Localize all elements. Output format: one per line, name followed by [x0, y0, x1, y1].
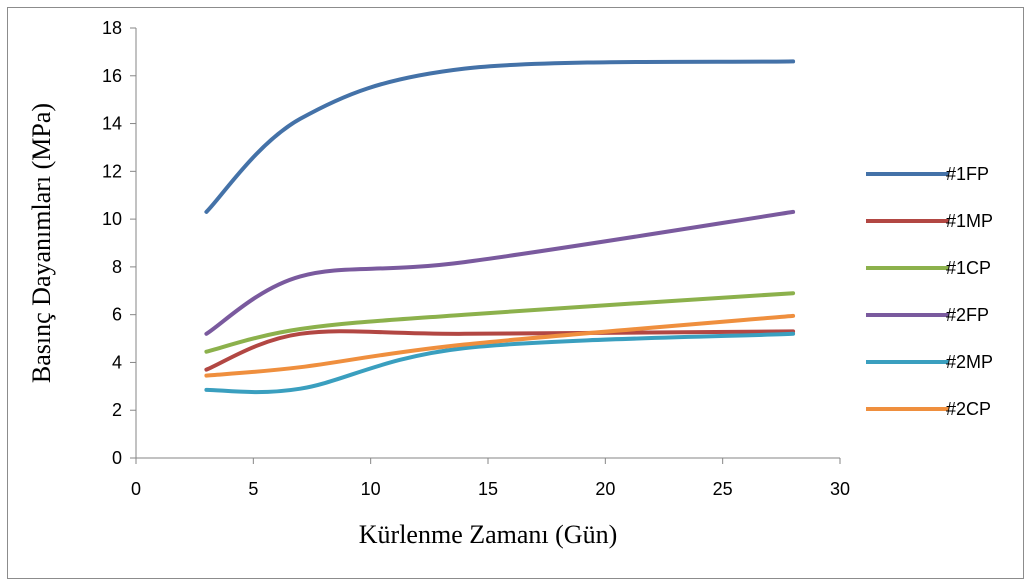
- series-lines: [204, 59, 796, 395]
- legend: #1FP #1MP #1CP #2FP #2MP #2CP: [866, 164, 993, 419]
- x-tick-label: 20: [595, 479, 615, 499]
- x-tick-label: 5: [248, 479, 258, 499]
- series-line-1cp: [204, 291, 796, 354]
- y-tick-label: 10: [102, 209, 122, 229]
- y-tick-label: 0: [112, 448, 122, 468]
- axes: 0 2 4 6 8 10 12 14 16 18 0 5 10 15 20 25 30: [102, 18, 850, 499]
- x-tick-label: 30: [830, 479, 850, 499]
- legend-label-2fp: #2FP: [946, 305, 989, 325]
- x-tick-label: 10: [361, 479, 381, 499]
- x-tick-label: 25: [713, 479, 733, 499]
- y-tick-label: 6: [112, 305, 122, 325]
- legend-label-2cp: #2CP: [946, 399, 991, 419]
- legend-label-1fp: #1FP: [946, 164, 989, 184]
- x-axis-title: Kürlenme Zamanı (Gün): [359, 520, 617, 549]
- y-axis-title: Basınç Dayanımları (MPa): [27, 103, 56, 383]
- y-tick-label: 8: [112, 257, 122, 277]
- x-tick-label: 15: [478, 479, 498, 499]
- series-line-1fp: [204, 59, 796, 214]
- x-tick-label: 0: [131, 479, 141, 499]
- series-line-2mp: [204, 331, 796, 395]
- y-tick-label: 2: [112, 400, 122, 420]
- series-line-2cp: [204, 313, 796, 378]
- legend-label-1mp: #1MP: [946, 211, 993, 231]
- y-tick-label: 4: [112, 352, 122, 372]
- y-tick-label: 12: [102, 161, 122, 181]
- legend-label-1cp: #1CP: [946, 258, 991, 278]
- legend-label-2mp: #2MP: [946, 352, 993, 372]
- y-tick-label: 16: [102, 66, 122, 86]
- y-tick-label: 14: [102, 114, 122, 134]
- y-tick-label: 18: [102, 18, 122, 38]
- series-line-2fp: [204, 209, 796, 336]
- series-line-1mp: [204, 329, 796, 372]
- chart-frame: [7, 7, 1024, 579]
